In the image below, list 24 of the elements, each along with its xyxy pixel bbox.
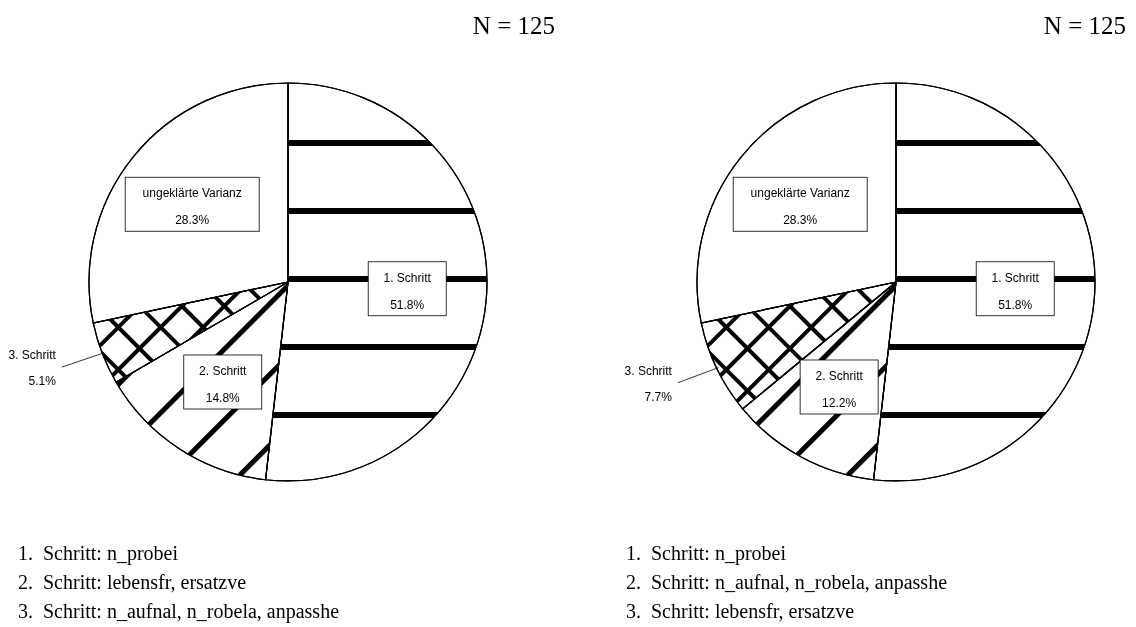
text: 1. Schritt: n_probei [626,542,787,565]
data-label: 51.8% [998,297,1033,312]
slice-label: 2. Schritt [815,368,864,383]
slice-label: 1. Schritt [383,270,432,285]
chart-title: N = 125 [1043,12,1126,39]
slice-label: 1. Schritt [991,270,1040,285]
data-label: 12.2% [822,395,857,410]
slice-label: ungeklärte Varianz [142,186,242,201]
chart-title: N = 125 [472,12,555,39]
slice-label: 3. Schritt [8,348,57,363]
data-label: 7.7% [644,389,673,404]
text: 3. Schritt: n_aufnal, n_robela, anpasshe [18,600,340,623]
slice-label: 2. Schritt [199,364,248,378]
text: 2. Schritt: lebensfr, ersatzve [18,571,247,593]
data-label: 14.8% [205,391,241,405]
data-label: 28.3% [175,213,210,228]
slice-label: ungeklärte Varianz [750,186,850,201]
text: 3. Schritt: lebensfr, ersatzve [626,600,855,622]
text: 1. Schritt: n_probei [18,542,179,565]
data-label: 5.1% [28,374,57,389]
data-label: 51.8% [390,297,425,312]
slice-label: 3. Schritt [624,363,673,378]
data-label: 28.3% [783,213,818,228]
text: 2. Schritt: n_aufnal, n_robela, anpasshe [626,571,948,594]
